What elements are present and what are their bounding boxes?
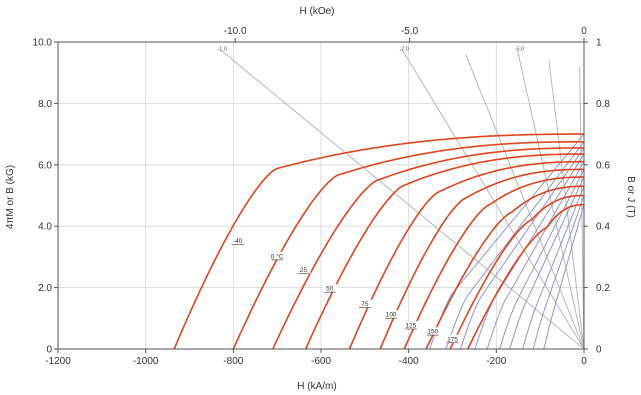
left-tick-label-4: 8.0 bbox=[38, 99, 52, 110]
intrinsic-curve-7 bbox=[425, 185, 584, 350]
normal-curve-7 bbox=[522, 186, 585, 350]
right-tick-label-4: 0.8 bbox=[596, 99, 610, 110]
curve-label-bg-8 bbox=[445, 334, 460, 343]
normal-curve-6 bbox=[508, 176, 585, 350]
load-line-5 bbox=[579, 66, 585, 350]
x-tick-label-1: -1000 bbox=[133, 356, 159, 367]
load-line-0 bbox=[219, 49, 585, 350]
intrinsic-curve-3 bbox=[304, 153, 584, 350]
x-tick-label-4: -400 bbox=[399, 356, 419, 367]
curve-label-6: 125 bbox=[405, 322, 416, 329]
left-tick-label-3: 6.0 bbox=[38, 160, 52, 171]
normal-curve-3 bbox=[473, 153, 585, 350]
top-tick-label-1: -5.0 bbox=[401, 26, 419, 37]
intrinsic-curve-5 bbox=[379, 168, 584, 350]
x-tick-label-3: -600 bbox=[311, 356, 331, 367]
curve-label-bg-4 bbox=[357, 299, 372, 308]
x-axis-title-top: H (kOe) bbox=[300, 6, 335, 17]
intrinsic-curve-2 bbox=[272, 147, 584, 350]
right-tick-label-1: 0.2 bbox=[596, 283, 610, 294]
curve-label-1: 0 °C bbox=[271, 252, 284, 260]
curve-label-bg-7 bbox=[425, 327, 440, 336]
normal-curve-8 bbox=[532, 195, 585, 350]
load-line-1 bbox=[401, 49, 585, 350]
x-tick-label-2: -800 bbox=[223, 356, 243, 367]
curve-label-bg-5 bbox=[384, 310, 399, 319]
intrinsic-curve-8 bbox=[449, 194, 584, 350]
normal-curve-4 bbox=[485, 161, 585, 350]
x-tick-label-6: 0 bbox=[581, 356, 587, 367]
curve-label-bg-6 bbox=[403, 320, 418, 329]
left-tick-label-1: 2.0 bbox=[38, 283, 52, 294]
curve-labels: -1.0 -2.0 -5.0 -40 0 °C 25 50 75 100 125 150 175 bbox=[217, 47, 524, 344]
top-tick-label-0: -10.0 bbox=[224, 26, 247, 37]
intrinsic-curve-6 bbox=[403, 176, 584, 350]
right-tick-label-5: 1 bbox=[596, 38, 602, 49]
curve-label-bg-1 bbox=[270, 251, 285, 260]
y-axis-title-left: 4πM or B (kG) bbox=[5, 165, 16, 229]
left-tick-label-2: 4.0 bbox=[38, 222, 52, 233]
x-tick-label-0: -1200 bbox=[45, 356, 71, 367]
y-axis-title-right: B or J (T) bbox=[625, 176, 636, 218]
normal-curve-1 bbox=[445, 141, 585, 350]
intrinsic-curves bbox=[173, 133, 584, 350]
curve-label-8: 175 bbox=[447, 336, 458, 343]
right-tick-label-3: 0.6 bbox=[596, 160, 610, 171]
curve-label-bg-0 bbox=[230, 236, 245, 245]
x-axis-title-bottom: H (kA/m) bbox=[297, 381, 336, 392]
curve-label-0: -40 bbox=[233, 238, 243, 245]
load-line-2 bbox=[516, 49, 585, 350]
normal-curve-9 bbox=[543, 204, 585, 350]
x-tick-label-5: -200 bbox=[486, 356, 506, 367]
normal-curve-5 bbox=[497, 169, 585, 350]
curve-label-bg-2 bbox=[296, 265, 311, 274]
left-tick-label-0: 0 bbox=[46, 345, 52, 356]
curve-label-bg-3 bbox=[322, 284, 337, 293]
right-tick-label-0: 0 bbox=[596, 345, 602, 356]
curve-label-5: 100 bbox=[386, 312, 397, 319]
curve-label-7: 150 bbox=[427, 329, 438, 336]
intrinsic-curve-9 bbox=[467, 203, 584, 350]
top-tick-label-2: 0 bbox=[581, 26, 587, 37]
axis-ticks: -1200 -1000 -800 -600 -400 -200 0-10.0 -5.0 002.… bbox=[33, 26, 611, 367]
load-line-label-1: -2.0 bbox=[399, 47, 408, 53]
load-line-label-0: -1.0 bbox=[217, 47, 226, 53]
curve-label-3: 50 bbox=[326, 286, 334, 293]
load-line-label-2: -5.0 bbox=[515, 47, 524, 53]
right-tick-label-2: 0.4 bbox=[596, 222, 610, 233]
intrinsic-curve-4 bbox=[348, 160, 584, 350]
intrinsic-curve-1 bbox=[232, 141, 584, 350]
curve-label-2: 25 bbox=[300, 267, 308, 274]
left-tick-label-5: 10.0 bbox=[33, 38, 53, 49]
curve-label-4: 75 bbox=[361, 301, 369, 308]
intrinsic-curve-0 bbox=[173, 133, 584, 350]
